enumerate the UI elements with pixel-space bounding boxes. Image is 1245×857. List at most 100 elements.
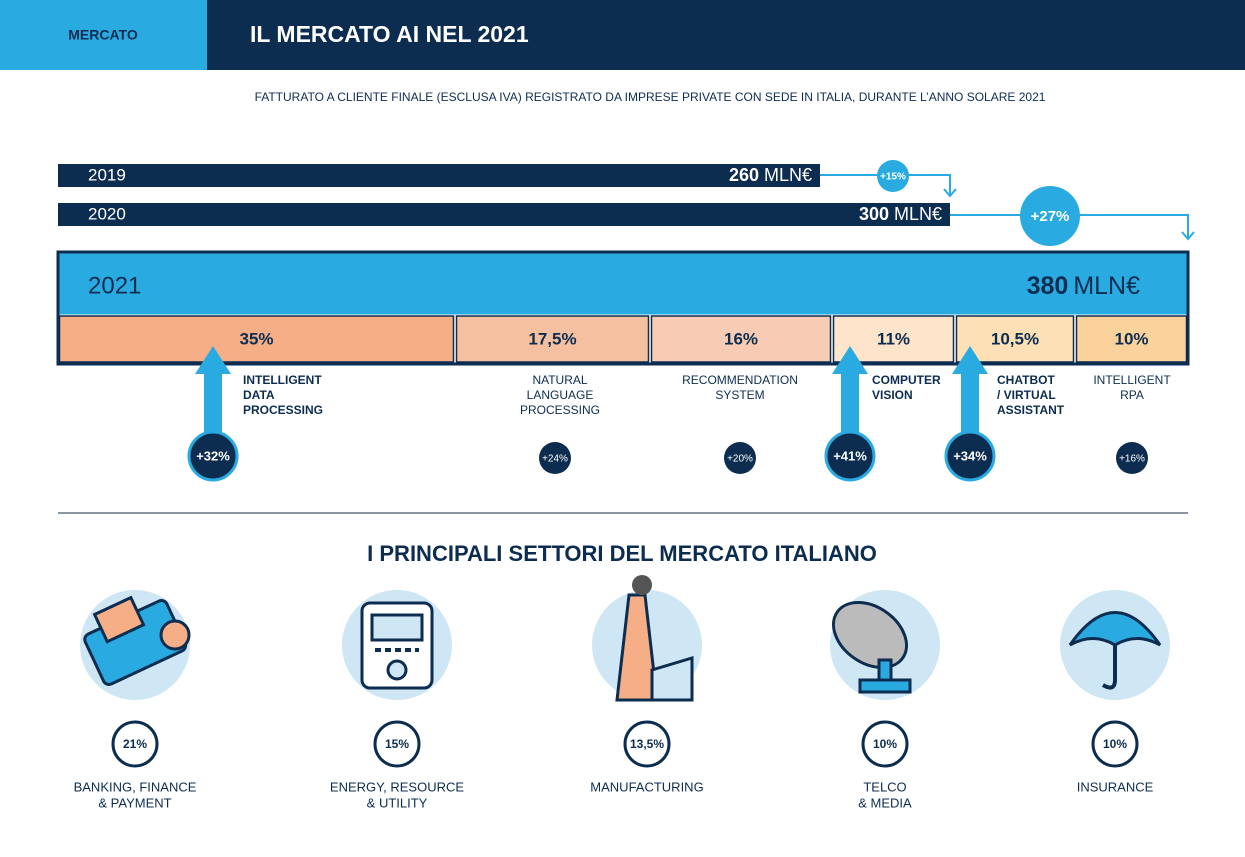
- icon-shape: [832, 601, 908, 669]
- sector-share: 15%: [385, 737, 409, 751]
- icon-shape: [858, 678, 912, 694]
- icon-shape: [615, 593, 659, 702]
- amount-unit: MLN€: [764, 165, 812, 185]
- segment: [955, 315, 1075, 363]
- segment-share: 17,5%: [528, 329, 576, 348]
- segment-label: PROCESSING: [243, 403, 323, 417]
- growth-label: +27%: [1031, 208, 1070, 225]
- icon-shape: [632, 575, 652, 595]
- segment-label: RECOMMENDATION: [682, 373, 798, 387]
- segment-share: 10,5%: [991, 329, 1039, 348]
- amount: 300 MLN€: [859, 204, 942, 224]
- sector-icon: [83, 595, 191, 686]
- segment-share: 10%: [1114, 329, 1148, 348]
- icon-shape: [386, 659, 408, 681]
- sector-icon: [1068, 611, 1162, 690]
- icon-shape: [159, 619, 191, 651]
- sector-label: INSURANCE: [1077, 779, 1154, 794]
- growth-badge: [944, 430, 996, 482]
- amount-value: 260: [729, 165, 759, 185]
- arrow-shaft: [961, 372, 979, 442]
- segment: [1075, 315, 1188, 363]
- segment: [650, 315, 832, 363]
- sector-label: MANUFACTURING: [590, 779, 703, 794]
- segment-label: CHATBOT: [997, 373, 1055, 387]
- segment-label: PROCESSING: [520, 403, 600, 417]
- arrow-shaft: [204, 372, 222, 442]
- icon-shape: [650, 655, 694, 702]
- sector-badge: [1091, 720, 1139, 768]
- growth-badge: [877, 160, 909, 192]
- icon-shape: [1101, 645, 1117, 690]
- year-label: 2019: [88, 165, 126, 184]
- segment-label: INTELLIGENT: [1093, 373, 1171, 387]
- segment: [58, 315, 455, 363]
- amount: 380 MLN€: [1027, 272, 1141, 300]
- arrow-shaft: [841, 372, 859, 442]
- sector-share: 10%: [873, 737, 897, 751]
- segment-label: NATURAL: [532, 373, 587, 387]
- sector-share: 10%: [1103, 737, 1127, 751]
- icon-shape: [1068, 611, 1162, 647]
- segment: [832, 315, 955, 363]
- segment-label: ASSISTANT: [997, 403, 1065, 417]
- segment-share: 11%: [877, 329, 910, 348]
- sector-label: & MEDIA: [858, 795, 912, 810]
- arrow-head: [943, 188, 957, 198]
- arrow-head: [832, 346, 868, 374]
- year-box-top: [59, 253, 1187, 315]
- header-title: IL MERCATO AI NEL 2021: [250, 21, 529, 47]
- segment-share: 16%: [724, 329, 758, 348]
- growth-badge: [1020, 186, 1080, 246]
- sector-label: TELCO: [863, 779, 906, 794]
- year-bar: [58, 203, 950, 226]
- amount-unit: MLN€: [1073, 272, 1140, 300]
- amount: 260 MLN€: [729, 165, 812, 185]
- sector-badge: [111, 720, 159, 768]
- sector-icon: [615, 575, 694, 702]
- icon-shape: [370, 613, 424, 642]
- year-label: 2021: [88, 272, 141, 299]
- arrow-head: [952, 346, 988, 374]
- segment-label: / VIRTUAL: [997, 388, 1056, 402]
- year-bar: [58, 164, 820, 187]
- amount-value: 300: [859, 204, 889, 224]
- growth-label: +32%: [196, 448, 230, 463]
- growth-badge: [187, 430, 239, 482]
- icon-shape: [877, 658, 893, 682]
- sector-badge: [861, 720, 909, 768]
- segment-label: VISION: [872, 388, 913, 402]
- sector-label: ENERGY, RESOURCE: [330, 779, 464, 794]
- sector-label: & UTILITY: [367, 795, 428, 810]
- growth-badge: [724, 442, 756, 474]
- growth-label: +24%: [542, 454, 568, 465]
- growth-badge: [1116, 442, 1148, 474]
- arrow-head: [195, 346, 231, 374]
- header-tag: MERCATO: [68, 27, 138, 43]
- arrow-head: [1181, 231, 1195, 241]
- segment-label: LANGUAGE: [527, 388, 594, 402]
- growth-badge: [539, 442, 571, 474]
- growth-label: +20%: [727, 454, 753, 465]
- sector-share: 21%: [123, 737, 147, 751]
- header-tag-box: [0, 0, 207, 70]
- segment-label: SYSTEM: [715, 388, 764, 402]
- subtitle: FATTURATO A CLIENTE FINALE (ESCLUSA IVA)…: [255, 90, 1046, 104]
- amount-value: 380: [1027, 272, 1069, 300]
- growth-label: +34%: [953, 448, 987, 463]
- growth-label: +41%: [833, 448, 867, 463]
- segment-label: COMPUTER: [872, 373, 941, 387]
- sector-icon: [360, 601, 434, 690]
- sector-share: 13,5%: [630, 737, 664, 751]
- amount-unit: MLN€: [894, 204, 942, 224]
- sector-label: BANKING, FINANCE: [74, 779, 197, 794]
- icon-shape: [92, 595, 146, 644]
- sector-icon: [832, 601, 912, 694]
- header-bar: [0, 0, 1245, 70]
- segment-label: DATA: [243, 388, 275, 402]
- connector: [820, 174, 951, 195]
- sector-label: & PAYMENT: [98, 795, 171, 810]
- segment-share: 35%: [239, 329, 273, 348]
- growth-label: +15%: [880, 172, 906, 183]
